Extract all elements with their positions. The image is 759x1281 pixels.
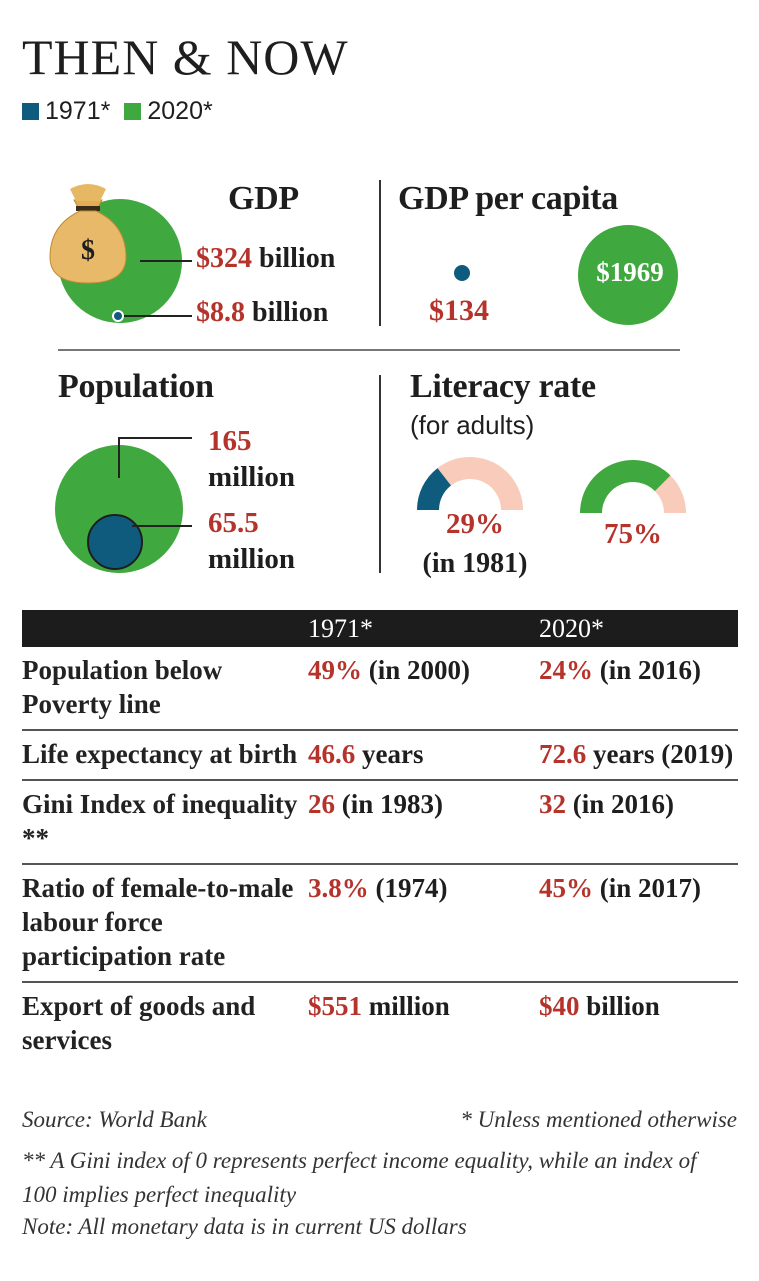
population-1971-unit: million xyxy=(208,543,296,575)
page-title: THEN & NOW xyxy=(22,29,349,85)
population-2020-label: 165 million xyxy=(208,423,295,495)
row-value-2020: 32 (in 2016) xyxy=(539,780,738,865)
gdp-1971-label: $8.8 billion xyxy=(196,297,328,329)
gdp-2020-unit: billion xyxy=(259,243,336,274)
literacy-2020-fill xyxy=(580,460,671,513)
literacy-1971-fill xyxy=(417,468,451,510)
population-2020-value: 165 xyxy=(208,425,252,457)
row-value-2020: 45% (in 2017) xyxy=(539,864,738,983)
legend-label-2020: 2020* xyxy=(147,97,213,125)
gdp-1971-unit: billion xyxy=(252,297,329,328)
population-2020-leader xyxy=(118,437,192,478)
row-value-1971: $551 million xyxy=(308,991,450,1021)
literacy-1971-note: (in 1981) xyxy=(422,548,528,579)
literacy-2020-remainder xyxy=(654,475,686,513)
population-2020-unit: million xyxy=(208,461,296,493)
source-note: Source: World Bank xyxy=(22,1107,207,1132)
table-row: Export of goods and services $551 millio… xyxy=(22,982,738,1065)
stats-table: 1971* 2020* Population below Poverty lin… xyxy=(22,610,738,1065)
population-title: Population xyxy=(58,368,214,405)
divider-horizontal xyxy=(58,349,680,351)
table-header-row: 1971* 2020* xyxy=(22,610,738,647)
gdp-per-capita-1971-label: $134 xyxy=(429,294,489,327)
literacy-chart xyxy=(417,457,686,513)
literacy-2020-gauge xyxy=(580,460,686,513)
literacy-subtitle: (for adults) xyxy=(410,410,535,440)
table-row: Population below Poverty line 49% (in 20… xyxy=(22,647,738,731)
row-value-1971: 49% (in 2000) xyxy=(308,647,539,731)
row-value-2020: $40 billion xyxy=(539,991,660,1021)
gdp-per-capita-chart xyxy=(454,225,678,325)
gdp-per-capita-2020-label: $1969 xyxy=(596,257,664,287)
table-row: Life expectancy at birth 46.6 years 72.6… xyxy=(22,730,738,781)
gdp-chart: $ xyxy=(49,184,192,323)
gdp-2020-value: $324 xyxy=(196,243,252,274)
table-header-2020: 2020* xyxy=(539,610,738,647)
population-1971-value: 65.5 xyxy=(208,507,259,539)
population-chart xyxy=(55,437,192,573)
divider-bottom xyxy=(379,375,381,573)
literacy-title: Literacy rate xyxy=(410,368,596,405)
money-bag-icon: $ xyxy=(49,184,127,284)
table-row: Ratio of female-to-male labour force par… xyxy=(22,864,738,983)
row-label: Export of goods and services xyxy=(22,991,256,1055)
gdp-1971-value: $8.8 xyxy=(196,297,245,328)
svg-text:$: $ xyxy=(81,235,95,266)
gdp-per-capita-1971-circle xyxy=(454,265,470,281)
literacy-2020-label: 75% xyxy=(604,518,662,550)
literacy-1971-label: 29% xyxy=(446,508,504,540)
population-1971-circle xyxy=(87,514,143,570)
gdp-1971-circle xyxy=(112,310,124,322)
row-value-2020: 24% (in 2016) xyxy=(539,647,738,731)
row-label: Life expectancy at birth xyxy=(22,730,308,781)
legend-swatch-1971 xyxy=(22,103,39,120)
table-row: Gini Index of inequality ** 26 (in 1983)… xyxy=(22,780,738,865)
table-header-1971: 1971* xyxy=(308,610,539,647)
population-2020-circle xyxy=(55,445,183,573)
legend: 1971* 2020* xyxy=(22,97,213,126)
row-value-1971: 3.8% (1974) xyxy=(308,864,539,983)
row-label: Ratio of female-to-male labour force par… xyxy=(22,864,308,983)
gdp-per-capita-2020-circle xyxy=(578,225,678,325)
gdp-title: GDP xyxy=(228,180,299,217)
row-value-1971: 26 (in 1983) xyxy=(308,780,539,865)
gini-note: ** A Gini index of 0 represents perfect … xyxy=(22,1148,697,1207)
gdp-per-capita-title: GDP per capita xyxy=(398,180,618,217)
row-value-1971: 46.6 years xyxy=(308,730,539,781)
literacy-1971-gauge xyxy=(417,457,523,510)
legend-swatch-2020 xyxy=(124,103,142,120)
gdp-2020-label: $324 billion xyxy=(196,243,335,275)
row-label: Population below Poverty line xyxy=(22,647,308,731)
population-1971-label: 65.5 million xyxy=(208,505,295,577)
row-value-2020: 72.6 years (2019) xyxy=(539,730,738,781)
literacy-1971-remainder xyxy=(437,457,523,510)
legend-label-1971: 1971* xyxy=(45,97,111,125)
unless-note: * Unless mentioned otherwise xyxy=(460,1107,737,1132)
currency-note: Note: All monetary data is in current US… xyxy=(22,1214,467,1239)
divider-top xyxy=(379,180,381,326)
row-label: Gini Index of inequality ** xyxy=(22,780,308,865)
table-header-blank xyxy=(22,610,308,647)
